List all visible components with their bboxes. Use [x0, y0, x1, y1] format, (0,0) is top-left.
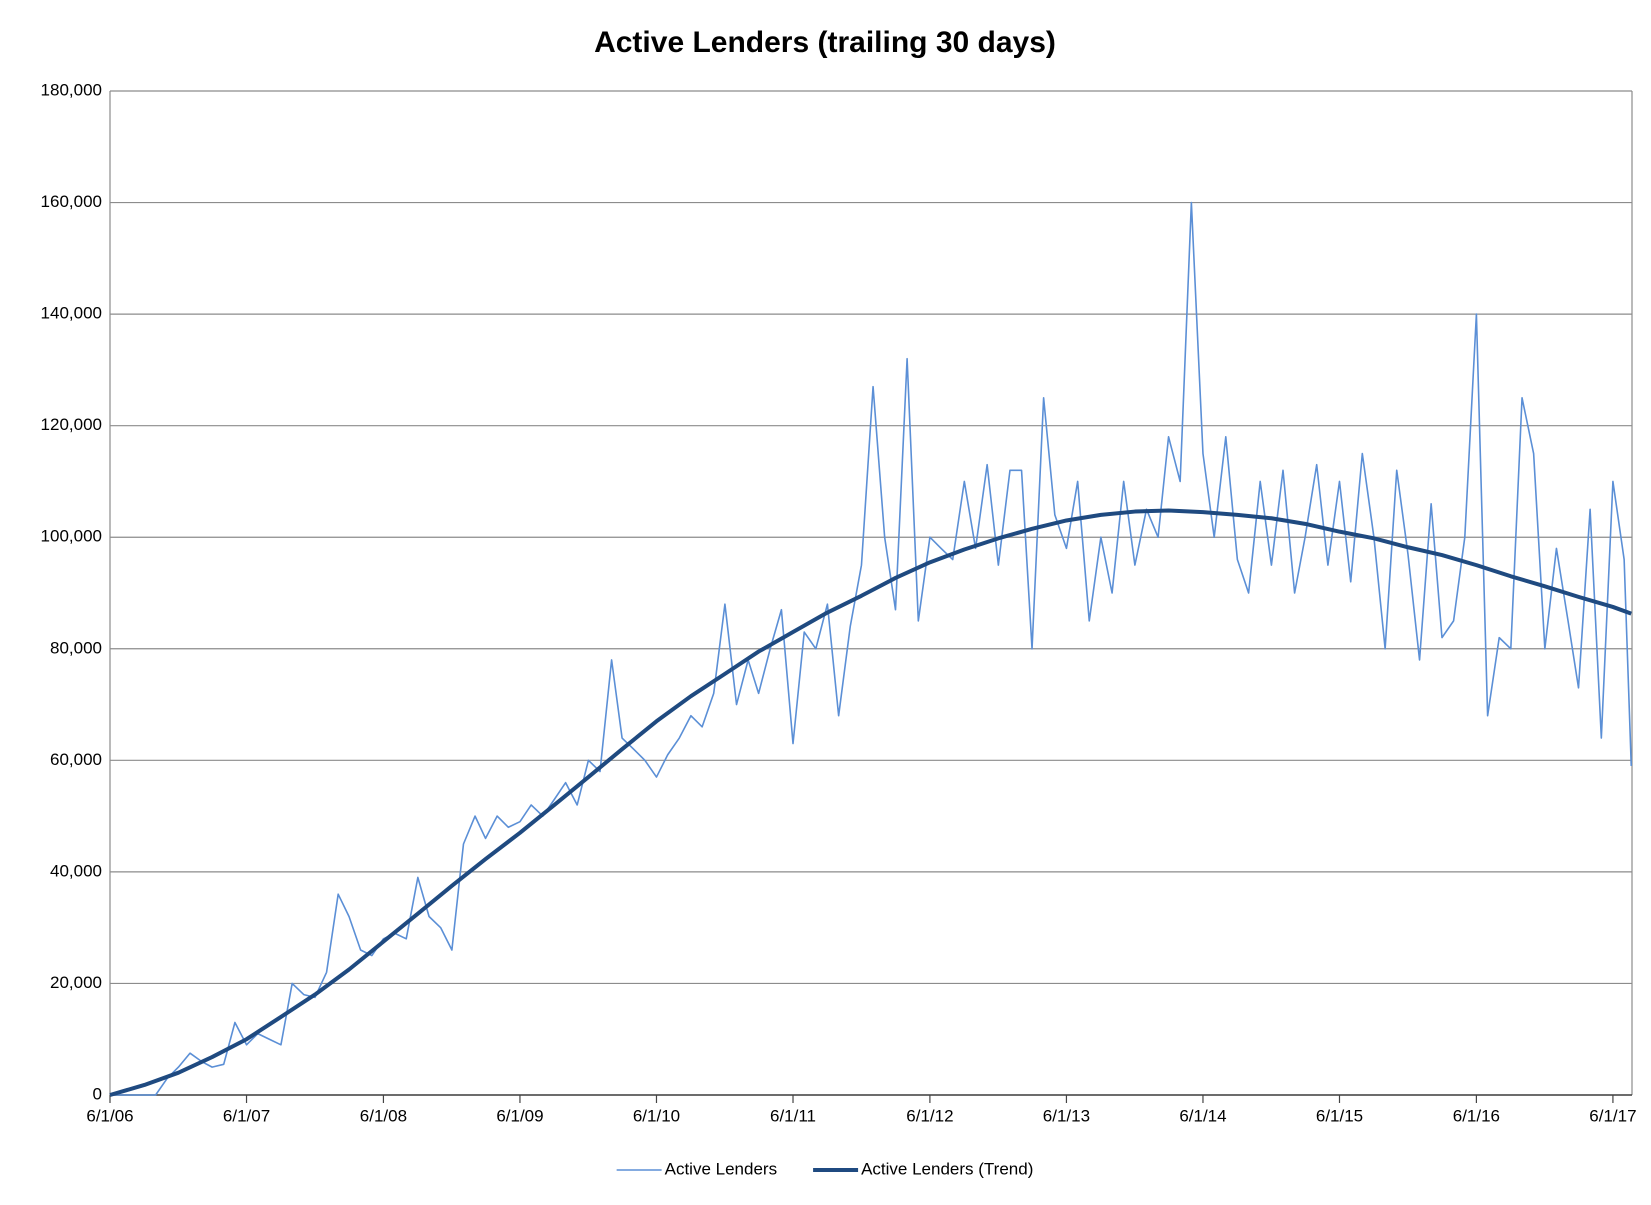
y-tick-label: 160,000 — [41, 192, 102, 211]
y-tick-label: 20,000 — [50, 973, 102, 992]
legend-label: Active Lenders — [665, 1159, 777, 1178]
series-line — [109, 508, 1632, 1097]
y-tick-label: 180,000 — [41, 80, 102, 99]
x-tick-label: 6/1/14 — [1179, 1106, 1226, 1125]
series-line — [110, 201, 1633, 1096]
y-tick-label: 40,000 — [50, 861, 102, 880]
y-tick-label: 60,000 — [50, 750, 102, 769]
x-tick-label: 6/1/10 — [633, 1106, 680, 1125]
x-tick-label: 6/1/11 — [770, 1106, 816, 1125]
chart-title: Active Lenders (trailing 30 days) — [594, 26, 1056, 59]
x-tick-label: 6/1/09 — [496, 1106, 543, 1125]
x-tick-label: 6/1/08 — [360, 1106, 407, 1125]
y-tick-label: 0 — [93, 1084, 102, 1103]
y-tick-label: 140,000 — [41, 304, 102, 323]
x-tick-label: 6/1/15 — [1316, 1106, 1363, 1125]
y-tick-label: 100,000 — [41, 527, 102, 546]
x-tick-label: 6/1/16 — [1453, 1106, 1500, 1125]
x-tick-label: 6/1/06 — [86, 1106, 133, 1125]
legend-label: Active Lenders (Trend) — [861, 1159, 1033, 1178]
x-tick-label: 6/1/13 — [1043, 1106, 1090, 1125]
y-tick-label: 120,000 — [41, 415, 102, 434]
x-tick-label: 6/1/07 — [223, 1106, 270, 1125]
x-tick-label: 6/1/12 — [906, 1106, 953, 1125]
x-tick-label: 6/1/17 — [1589, 1106, 1636, 1125]
y-tick-label: 80,000 — [50, 638, 102, 657]
